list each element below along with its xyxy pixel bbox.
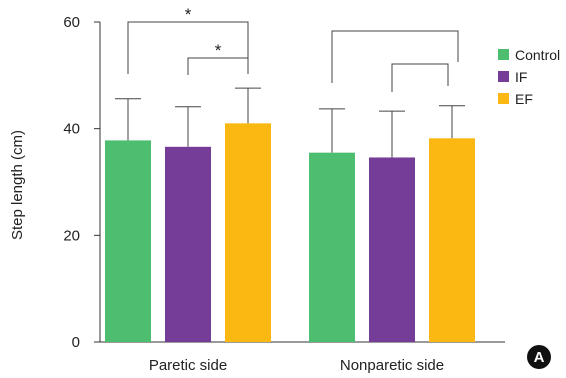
x-category-label: Paretic side: [149, 357, 227, 374]
significance-brackets: **: [127, 5, 459, 92]
significance-bracket: [391, 63, 449, 92]
significance-star: *: [215, 41, 222, 60]
y-tick-label: 20: [63, 227, 80, 244]
bar-ef-1: [429, 138, 475, 342]
panel-label-badge: A: [527, 345, 551, 369]
y-tick-label: 60: [63, 14, 80, 31]
bar-if-0: [165, 146, 211, 342]
bar-control-1: [309, 152, 355, 342]
bar-control-0: [105, 140, 151, 342]
significance-bracket: [187, 57, 249, 75]
legend-label-control: Control: [515, 47, 560, 63]
significance-bracket: [127, 21, 249, 74]
y-axis-title: Step length (cm): [9, 130, 26, 240]
bar-if-1: [369, 157, 415, 342]
legend-swatch-if: [498, 71, 509, 82]
legend: Control IF EF: [498, 47, 560, 107]
legend-swatch-ef: [498, 93, 509, 104]
significance-star: *: [185, 5, 192, 24]
bars-group: [105, 87, 475, 342]
y-tick-label: 40: [63, 121, 80, 138]
bar-ef-0: [225, 123, 271, 342]
tick-labels: 0 20 40 60 Paretic side Nonparetic side: [63, 14, 444, 374]
legend-label-ef: EF: [515, 91, 533, 107]
y-tick-label: 0: [72, 334, 80, 351]
x-category-label: Nonparetic side: [340, 357, 444, 374]
legend-swatch-control: [498, 49, 509, 60]
legend-label-if: IF: [515, 69, 527, 85]
significance-bracket: [331, 30, 459, 83]
panel-label-circle: [527, 345, 551, 369]
panel-label: A: [534, 349, 545, 366]
